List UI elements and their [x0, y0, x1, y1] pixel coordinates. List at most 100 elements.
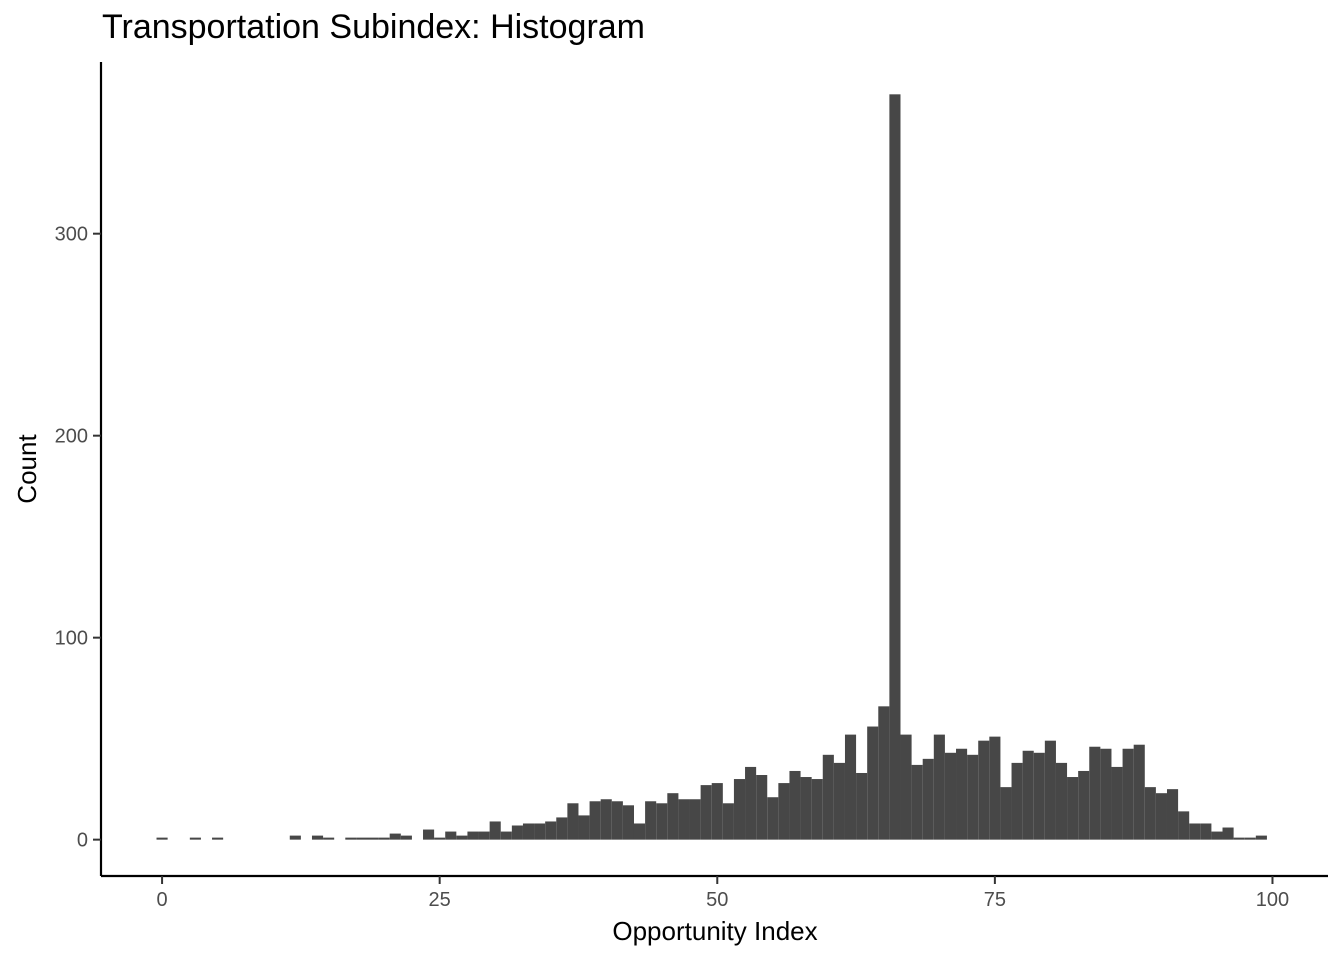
- histogram-bar: [345, 837, 357, 840]
- histogram-bar: [767, 797, 779, 840]
- histogram-bar: [989, 736, 1001, 840]
- histogram-bar: [1178, 811, 1190, 840]
- x-tick-label: 75: [984, 889, 1006, 911]
- histogram-bar: [822, 754, 834, 840]
- histogram-bar: [733, 779, 746, 840]
- bars-group: [156, 94, 1267, 840]
- histogram-bar: [745, 766, 757, 840]
- histogram-bar: [467, 831, 479, 840]
- x-tick-label: 25: [429, 889, 451, 911]
- histogram-bar: [689, 799, 701, 840]
- histogram-bar: [556, 817, 568, 840]
- histogram-bar: [844, 734, 857, 840]
- histogram-bar: [811, 779, 823, 840]
- histogram-bar: [756, 775, 768, 840]
- histogram-bar: [189, 837, 201, 840]
- histogram-bar: [434, 837, 446, 840]
- histogram-bar: [622, 805, 634, 840]
- histogram-bar: [1244, 837, 1256, 840]
- histogram-bar: [367, 837, 379, 840]
- histogram-bar: [645, 801, 657, 840]
- histogram-bar: [900, 734, 912, 840]
- histogram-bar: [1100, 748, 1112, 840]
- y-tick-label: 100: [55, 628, 88, 650]
- histogram-bar: [489, 821, 501, 840]
- histogram-bar: [867, 726, 879, 840]
- histogram-bar: [589, 801, 601, 840]
- histogram-bar: [1089, 746, 1101, 840]
- histogram-bar: [1211, 831, 1223, 840]
- histogram-bar: [1011, 762, 1023, 840]
- histogram-bar: [1111, 766, 1123, 840]
- histogram-bar: [578, 815, 590, 840]
- histogram-bar: [1133, 744, 1145, 840]
- histogram-bar: [722, 803, 734, 840]
- histogram-bar: [534, 823, 546, 840]
- histogram-bar: [789, 770, 801, 840]
- histogram-bar: [678, 799, 690, 840]
- histogram-bar: [956, 748, 968, 840]
- histogram-bar: [1166, 789, 1179, 840]
- y-tick-label: 0: [77, 830, 88, 852]
- histogram-bar: [456, 835, 468, 840]
- histogram-bar: [378, 837, 390, 840]
- histogram-bar: [1144, 787, 1156, 840]
- histogram-bar: [922, 758, 934, 840]
- histogram-bar: [289, 835, 301, 840]
- x-tick-label: 0: [157, 889, 168, 911]
- histogram-bar: [478, 831, 490, 840]
- y-axis-ticks: 0 100 200 300: [55, 224, 101, 852]
- histogram-bar: [1122, 748, 1134, 840]
- histogram-bar: [778, 783, 790, 840]
- y-axis-title: Count: [12, 434, 42, 504]
- histogram-bar: [500, 831, 512, 840]
- histogram-bar: [1044, 740, 1056, 840]
- x-axis-title: Opportunity Index: [612, 916, 817, 946]
- histogram-bar: [511, 825, 523, 840]
- histogram-bar: [400, 835, 412, 840]
- histogram-bar: [978, 740, 990, 840]
- histogram-bar: [611, 801, 623, 840]
- histogram-bar: [1022, 750, 1034, 840]
- histogram-bar: [967, 754, 979, 840]
- histogram-bar: [1000, 787, 1012, 840]
- histogram-bar: [1067, 777, 1079, 840]
- histogram-bar: [1055, 762, 1068, 840]
- histogram-bar: [567, 803, 579, 840]
- histogram-bar: [700, 785, 712, 840]
- histogram-bar: [944, 752, 957, 840]
- y-tick-label: 200: [55, 426, 88, 448]
- histogram-bar: [911, 764, 923, 840]
- histogram-bar: [856, 772, 868, 840]
- histogram-bar: [212, 837, 224, 840]
- histogram-bar: [389, 833, 401, 840]
- histogram-bar: [423, 829, 435, 840]
- histogram-bar: [522, 823, 535, 840]
- histogram-bar: [1189, 823, 1201, 840]
- histogram-bar: [1078, 770, 1090, 840]
- histogram-bar: [656, 803, 668, 840]
- histogram-bar: [445, 831, 457, 840]
- histogram-bar: [311, 835, 324, 840]
- histogram-bar: [156, 837, 168, 840]
- histogram-bar: [600, 799, 612, 840]
- histogram-bar: [1155, 793, 1167, 840]
- histogram-bar: [1222, 827, 1234, 840]
- x-tick-label: 50: [706, 889, 728, 911]
- histogram-bar: [711, 783, 723, 840]
- histogram-bar: [833, 762, 845, 840]
- histogram-bar: [667, 793, 679, 840]
- histogram-bar: [1255, 835, 1267, 840]
- chart-title: Transportation Subindex: Histogram: [102, 8, 646, 46]
- histogram-bar: [878, 706, 890, 840]
- histogram-bar: [933, 734, 945, 840]
- histogram-bar: [633, 823, 646, 840]
- histogram-bar: [545, 821, 557, 840]
- histogram-bar: [889, 94, 901, 840]
- histogram-bar: [1233, 837, 1245, 840]
- x-axis-ticks: 0 25 50 75 100: [157, 876, 1289, 911]
- histogram-bar: [1033, 752, 1045, 840]
- histogram-bar: [356, 837, 368, 840]
- histogram-bar: [323, 837, 335, 840]
